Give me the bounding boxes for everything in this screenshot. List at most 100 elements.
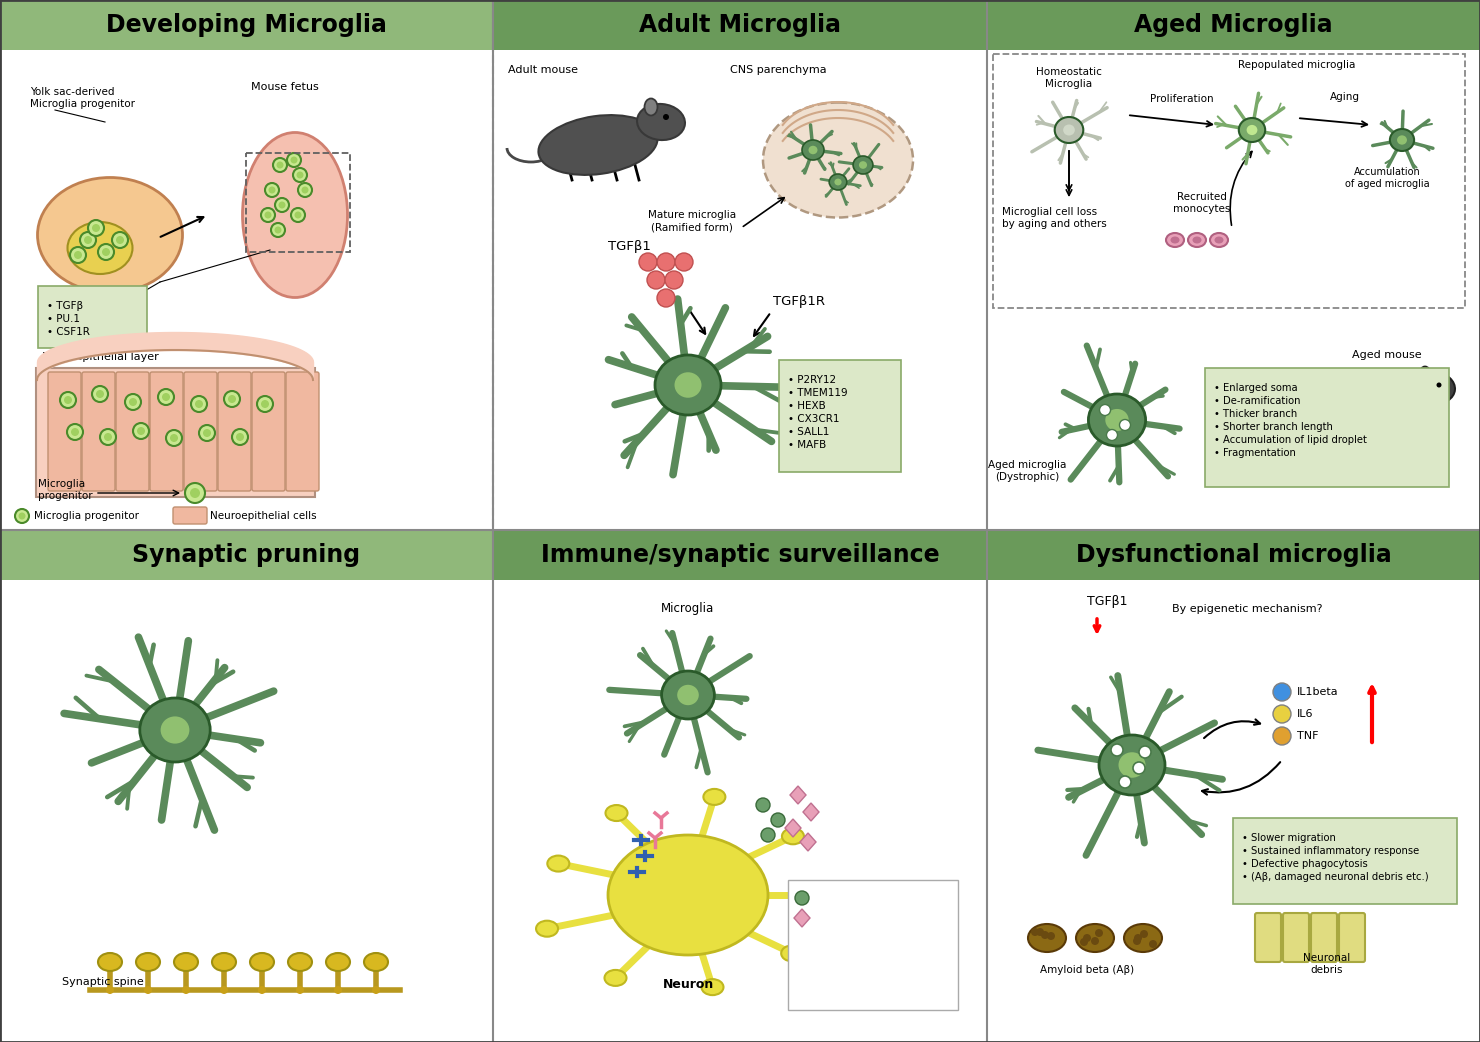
FancyBboxPatch shape xyxy=(81,372,115,491)
Ellipse shape xyxy=(764,102,913,218)
Text: IL6: IL6 xyxy=(1296,709,1314,719)
Ellipse shape xyxy=(781,945,804,962)
Ellipse shape xyxy=(636,104,685,140)
Circle shape xyxy=(296,986,303,994)
Text: TGFβ1: TGFβ1 xyxy=(608,240,651,253)
Ellipse shape xyxy=(1106,408,1129,431)
Circle shape xyxy=(64,396,73,404)
Ellipse shape xyxy=(289,953,312,971)
Ellipse shape xyxy=(1215,237,1224,244)
Polygon shape xyxy=(801,833,815,851)
Ellipse shape xyxy=(1193,237,1202,244)
Circle shape xyxy=(302,187,308,194)
Circle shape xyxy=(189,488,200,498)
FancyBboxPatch shape xyxy=(1339,913,1365,962)
Circle shape xyxy=(1032,928,1039,936)
Circle shape xyxy=(102,248,110,256)
Ellipse shape xyxy=(781,828,804,844)
Ellipse shape xyxy=(1119,752,1146,777)
Circle shape xyxy=(1080,938,1088,946)
Circle shape xyxy=(191,396,207,412)
Circle shape xyxy=(1046,932,1055,940)
Text: Microglia: Microglia xyxy=(38,479,86,489)
Ellipse shape xyxy=(536,921,558,937)
Text: TGFβ1R: TGFβ1R xyxy=(773,295,824,308)
Text: CX₃CR1: CX₃CR1 xyxy=(814,933,857,943)
Text: Adult Microglia: Adult Microglia xyxy=(639,13,841,38)
Ellipse shape xyxy=(1188,233,1206,247)
Circle shape xyxy=(170,435,178,442)
Text: Synaptic spine: Synaptic spine xyxy=(62,977,144,987)
Text: Microglial cell loss: Microglial cell loss xyxy=(1002,207,1097,217)
Circle shape xyxy=(1119,420,1131,430)
Circle shape xyxy=(268,187,275,194)
Circle shape xyxy=(258,986,266,994)
Bar xyxy=(787,880,958,1010)
Circle shape xyxy=(271,223,286,237)
Text: Neuroepithelial layer: Neuroepithelial layer xyxy=(41,352,158,362)
Circle shape xyxy=(15,508,30,523)
Text: (Dystrophic): (Dystrophic) xyxy=(995,472,1060,482)
Ellipse shape xyxy=(835,178,842,185)
FancyBboxPatch shape xyxy=(115,372,149,491)
Bar xyxy=(493,0,987,50)
Circle shape xyxy=(293,168,306,182)
Circle shape xyxy=(290,156,297,164)
Circle shape xyxy=(235,433,244,441)
Ellipse shape xyxy=(802,140,824,160)
Circle shape xyxy=(296,172,303,178)
Circle shape xyxy=(74,251,81,259)
Circle shape xyxy=(1107,429,1117,441)
Bar xyxy=(987,0,1480,50)
Circle shape xyxy=(1083,934,1091,942)
Circle shape xyxy=(124,394,141,410)
Circle shape xyxy=(129,398,138,406)
Text: • SALL1: • SALL1 xyxy=(787,427,829,437)
Circle shape xyxy=(371,986,380,994)
Circle shape xyxy=(221,986,228,994)
Ellipse shape xyxy=(1076,924,1114,952)
Circle shape xyxy=(144,986,152,994)
Text: • TMEM119: • TMEM119 xyxy=(787,388,848,398)
Circle shape xyxy=(133,423,149,439)
Text: CX₃CL1: CX₃CL1 xyxy=(814,893,855,903)
Text: • P2RY12: • P2RY12 xyxy=(787,375,836,384)
Text: • (Aβ, damaged neuronal debris etc.): • (Aβ, damaged neuronal debris etc.) xyxy=(1242,872,1428,882)
Circle shape xyxy=(795,891,810,905)
FancyBboxPatch shape xyxy=(47,372,81,491)
Circle shape xyxy=(265,183,280,197)
Text: • Sustained inflammatory response: • Sustained inflammatory response xyxy=(1242,846,1419,855)
Circle shape xyxy=(756,798,770,812)
Circle shape xyxy=(297,183,312,197)
Circle shape xyxy=(1091,937,1100,945)
Text: • CSF1R: • CSF1R xyxy=(47,327,90,337)
Text: Proliferation: Proliferation xyxy=(1150,94,1214,104)
Circle shape xyxy=(260,208,275,222)
Ellipse shape xyxy=(808,146,817,154)
Circle shape xyxy=(92,224,101,232)
Text: Synaptic pruning: Synaptic pruning xyxy=(132,543,361,567)
FancyBboxPatch shape xyxy=(252,372,286,491)
Circle shape xyxy=(647,271,665,289)
Circle shape xyxy=(96,390,104,398)
Ellipse shape xyxy=(250,953,274,971)
Ellipse shape xyxy=(364,953,388,971)
Circle shape xyxy=(1111,744,1123,756)
Text: of aged microglia: of aged microglia xyxy=(1345,179,1430,189)
Circle shape xyxy=(203,429,212,437)
Text: Aged microglia: Aged microglia xyxy=(987,460,1066,470)
Text: Adult mouse: Adult mouse xyxy=(508,65,579,75)
Ellipse shape xyxy=(175,953,198,971)
Ellipse shape xyxy=(1166,233,1184,247)
Circle shape xyxy=(1100,404,1110,416)
Text: • Thicker branch: • Thicker branch xyxy=(1214,410,1298,419)
Text: monocytes: monocytes xyxy=(1174,204,1231,214)
FancyBboxPatch shape xyxy=(1255,913,1282,962)
Polygon shape xyxy=(804,803,818,821)
FancyBboxPatch shape xyxy=(149,372,184,491)
Text: IL1beta: IL1beta xyxy=(1296,687,1338,697)
Ellipse shape xyxy=(1390,129,1413,151)
FancyBboxPatch shape xyxy=(1233,818,1456,904)
Ellipse shape xyxy=(678,685,699,705)
Text: Microglia: Microglia xyxy=(1045,79,1092,89)
